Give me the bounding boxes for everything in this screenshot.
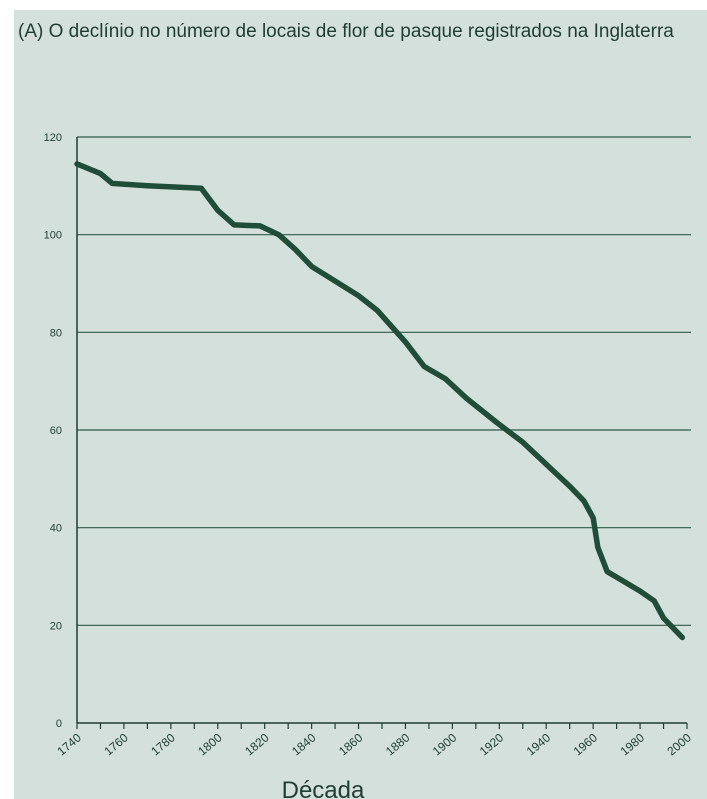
x-tick-label: 1960 <box>571 730 601 758</box>
x-tick-label: 1800 <box>195 730 225 758</box>
series-group <box>74 161 686 641</box>
x-tick-label: 1820 <box>242 730 272 758</box>
x-tick-label: 1860 <box>336 730 366 758</box>
x-tick-label: 2000 <box>664 730 694 758</box>
chart-title: (A) O declínio no número de locais de fl… <box>18 21 674 42</box>
x-tick-label: 1980 <box>618 730 648 758</box>
y-tick-label: 40 <box>50 523 62 535</box>
x-tick-label: 1940 <box>524 730 554 758</box>
x-tick-label: 1920 <box>477 730 507 758</box>
series-line <box>74 161 686 641</box>
x-tick-label: 1780 <box>148 730 178 758</box>
y-tick-label: 20 <box>50 620 62 632</box>
y-tick-label: 120 <box>44 132 62 144</box>
x-tick-label: 1740 <box>54 730 84 758</box>
y-tick-label: 100 <box>44 230 62 242</box>
x-tick-label: 1880 <box>383 730 413 758</box>
x-tick-label: 1840 <box>289 730 319 758</box>
x-axis-label: Década <box>282 777 365 799</box>
y-axis-ticks: 0 20 40 60 80 100 120 <box>44 132 62 730</box>
chart-panel <box>14 10 707 799</box>
x-tick-label: 1900 <box>430 730 460 758</box>
y-tick-label: 0 <box>56 718 62 730</box>
y-tick-label: 80 <box>50 327 62 339</box>
gridlines <box>77 136 691 626</box>
y-tick-label: 60 <box>50 425 62 437</box>
x-tick-label: 1760 <box>101 730 131 758</box>
x-axis-ticks: 1740 1760 1780 1800 1820 1840 1860 1880 1900 1920… <box>54 723 694 758</box>
